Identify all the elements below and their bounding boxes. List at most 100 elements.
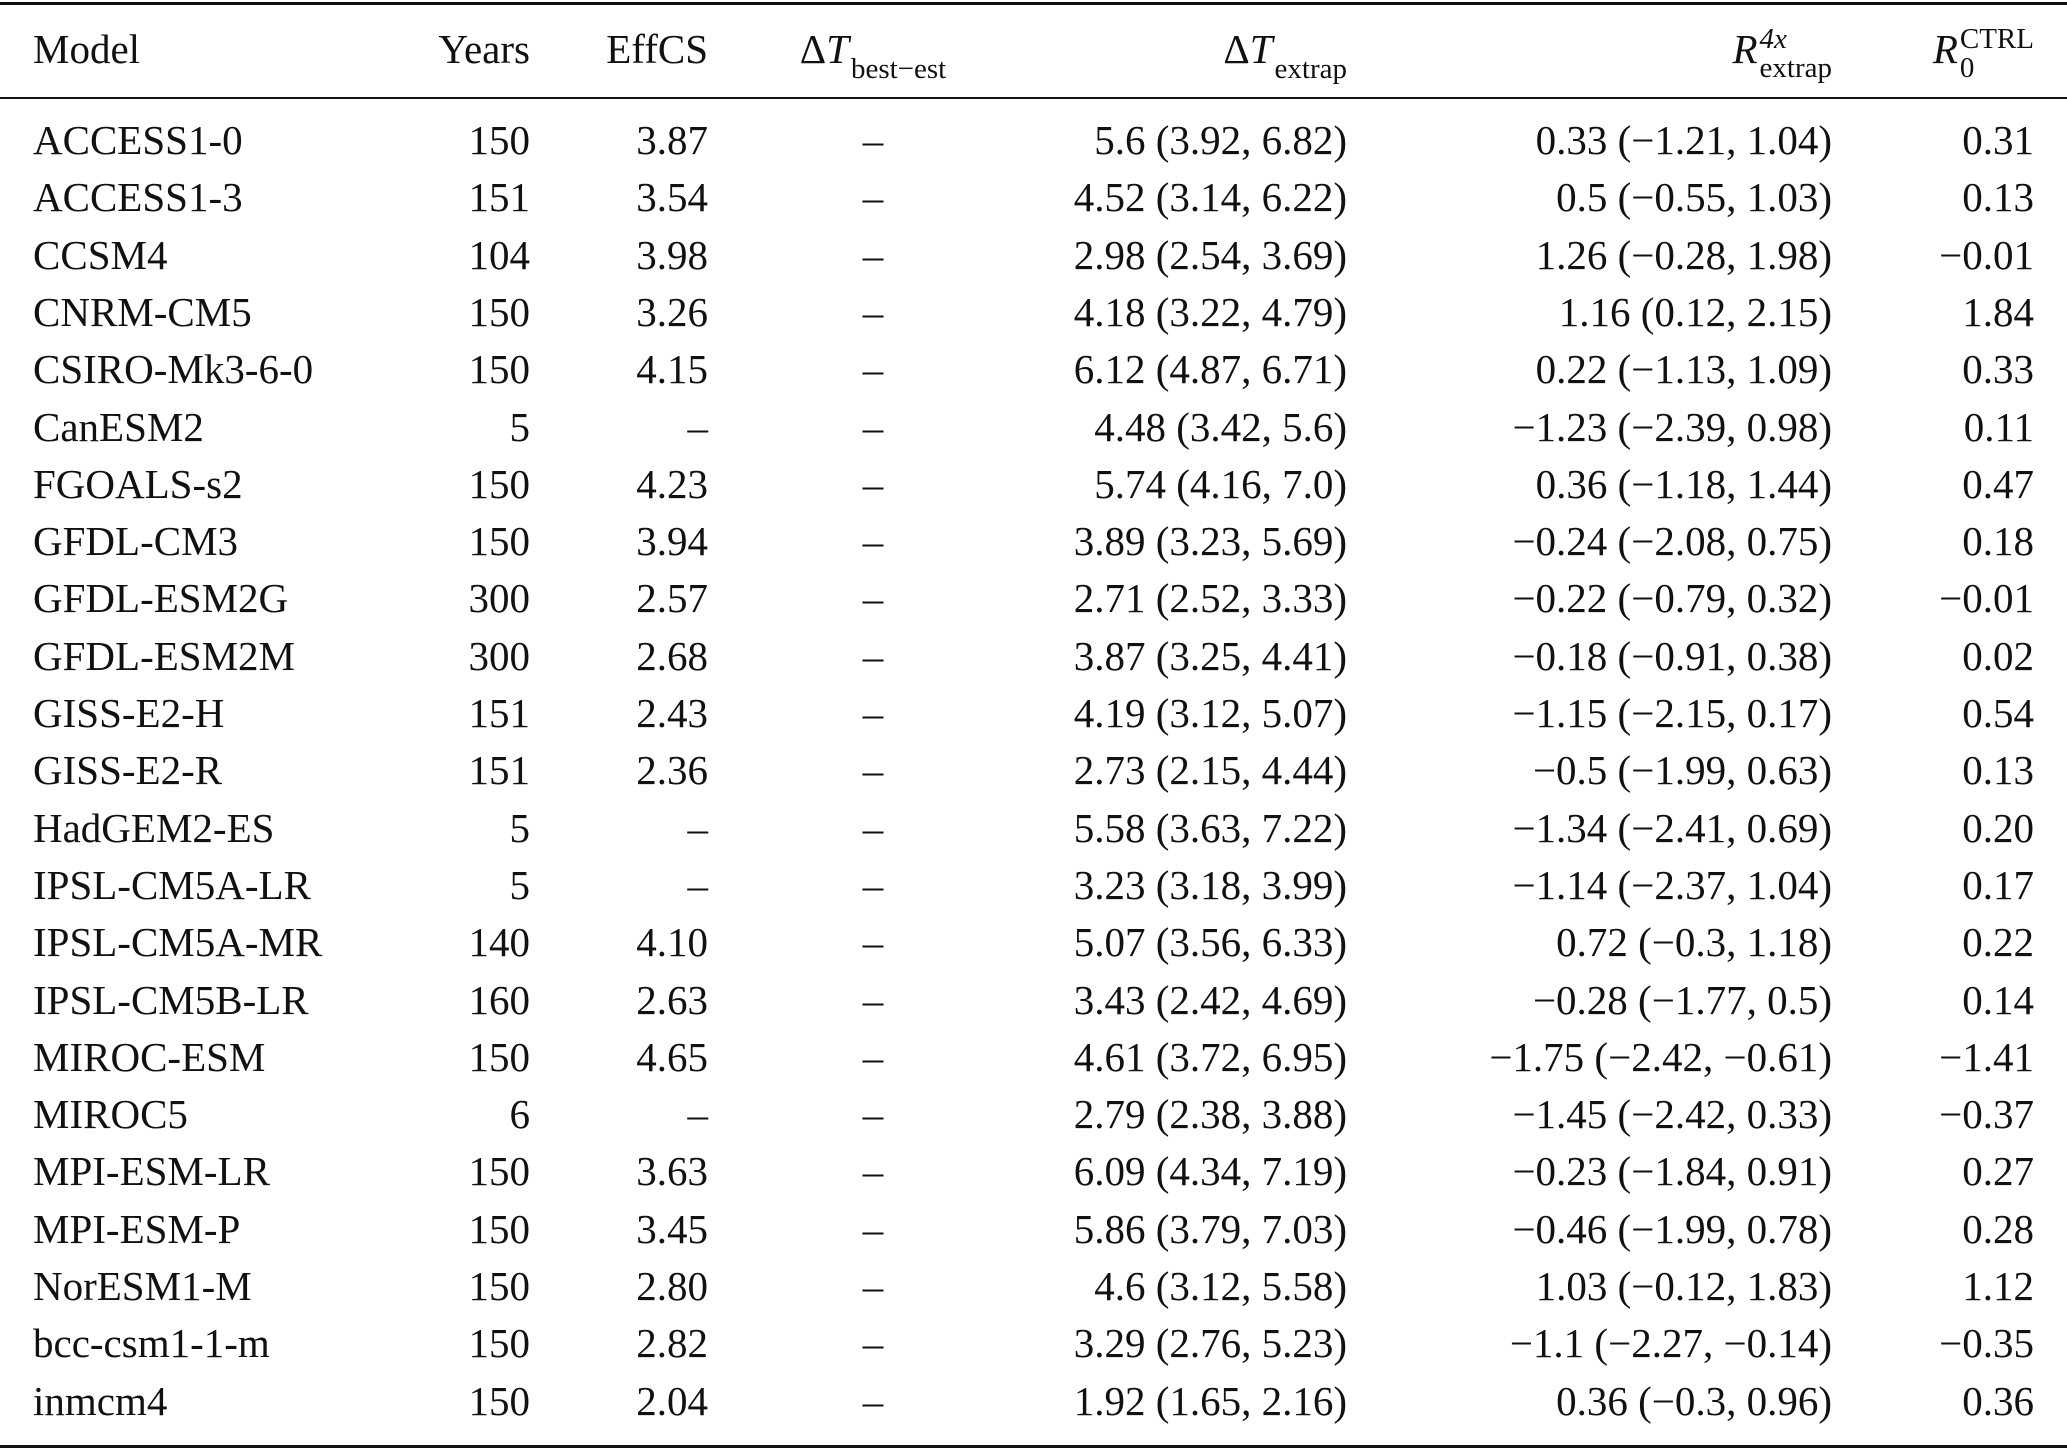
- table-cell: 6.12 (4.87, 6.71): [1073, 346, 1347, 393]
- model-name: bcc-csm1-1-m: [33, 1320, 270, 1367]
- table-cell: 1.92 (1.65, 2.16): [1073, 1377, 1347, 1424]
- table-cell: −1.15 (−2.15, 0.17): [1512, 690, 1832, 736]
- model-name: IPSL-CM5A-LR: [33, 861, 311, 908]
- table-cell: 4.52 (3.14, 6.22): [1073, 174, 1347, 221]
- table-cell: 3.45: [636, 1205, 708, 1252]
- table-cell: −0.37: [1939, 1091, 2034, 1138]
- table-cell: −0.5 (−1.99, 0.63): [1532, 747, 1832, 794]
- table-cell: –: [862, 231, 884, 278]
- table-cell: −0.22 (−0.79, 0.32): [1512, 575, 1832, 622]
- table-cell: –: [862, 1091, 884, 1138]
- header-cell: ΔT extrap: [1223, 24, 1347, 84]
- model-name: GISS-E2-R: [33, 747, 223, 794]
- table-cell: −0.01: [1939, 231, 2034, 278]
- header-symbol: R: [1932, 26, 1958, 72]
- header-cell: Model: [33, 24, 140, 74]
- table-cell: 0.33: [1962, 346, 2034, 393]
- table-cell: 4.15: [636, 346, 708, 393]
- table-cell: 6: [509, 1091, 531, 1138]
- table-cell: –: [862, 174, 884, 221]
- table-cell: 3.29 (2.76, 5.23): [1073, 1320, 1347, 1367]
- table-cell: −1.23 (−2.39, 0.98): [1512, 403, 1832, 450]
- bottom-rule: [0, 1445, 2067, 1448]
- table-cell: –: [687, 1091, 709, 1138]
- table-cell: –: [687, 804, 709, 851]
- script-stack: extrap: [1275, 39, 1347, 84]
- table-cell: –: [687, 403, 709, 450]
- table-cell: 3.89 (3.23, 5.69): [1073, 518, 1347, 565]
- header-prefix: Δ: [1223, 26, 1250, 72]
- table-cell: 4.65: [636, 1033, 708, 1080]
- table-cell: 151: [468, 690, 531, 736]
- table-cell: 0.18: [1962, 518, 2034, 565]
- table-cell: 150: [468, 1377, 531, 1424]
- table-cell: 150: [468, 117, 531, 163]
- table-cell: 0.5 (−0.55, 1.03): [1556, 174, 1832, 221]
- table-cell: 6.09 (4.34, 7.19): [1073, 1148, 1347, 1195]
- subscript: extrap: [1759, 51, 1832, 84]
- table-cell: −0.01: [1939, 575, 2034, 622]
- table-cell: 1.12: [1962, 1263, 2034, 1309]
- model-name: ACCESS1-3: [33, 174, 243, 221]
- table-cell: −0.24 (−2.08, 0.75): [1512, 518, 1832, 565]
- table-cell: 3.87 (3.25, 4.41): [1073, 632, 1347, 679]
- header-cell: EffCS: [606, 24, 708, 74]
- table-cell: 0.27: [1962, 1148, 2034, 1195]
- table-cell: 2.04: [636, 1377, 708, 1424]
- table-cell: –: [687, 861, 709, 908]
- table-cell: 0.31: [1962, 117, 2034, 163]
- table-cell: 2.80: [636, 1263, 708, 1309]
- table-cell: 0.11: [1963, 403, 2034, 450]
- table-cell: 4.19 (3.12, 5.07): [1073, 690, 1347, 736]
- table-cell: 300: [468, 632, 531, 679]
- table-cell: –: [862, 288, 884, 335]
- table-cell: –: [862, 403, 884, 450]
- table-cell: 2.98 (2.54, 3.69): [1073, 231, 1347, 278]
- subscript: extrap: [1274, 53, 1347, 86]
- table-cell: –: [862, 632, 884, 679]
- table-cell: 3.94: [636, 518, 708, 565]
- table-cell: −1.41: [1939, 1033, 2034, 1080]
- model-name: GFDL-ESM2M: [33, 632, 295, 679]
- table-cell: –: [862, 1148, 884, 1195]
- table-cell: –: [862, 804, 884, 851]
- table-cell: 5: [509, 804, 531, 851]
- model-name: CCSM4: [33, 231, 168, 278]
- script-stack: best−est: [851, 39, 946, 84]
- superscript: CTRL: [1959, 22, 2034, 55]
- table-cell: 4.10: [636, 919, 708, 966]
- table-cell: 5: [509, 403, 531, 450]
- model-name: GFDL-ESM2G: [33, 575, 289, 622]
- table-cell: 3.98: [636, 231, 708, 278]
- table-cell: 0.13: [1962, 747, 2034, 794]
- top-rule: [0, 2, 2067, 5]
- table-cell: 3.43 (2.42, 4.69): [1073, 976, 1347, 1023]
- header-symbol: R: [1732, 26, 1758, 72]
- table-cell: −1.1 (−2.27, −0.14): [1509, 1320, 1832, 1367]
- table-cell: 5: [509, 861, 531, 908]
- table-cell: 1.84: [1962, 288, 2034, 335]
- table-cell: 150: [468, 1205, 531, 1252]
- table-cell: 104: [468, 231, 531, 278]
- table-cell: 151: [468, 747, 531, 794]
- header-prefix: Δ: [799, 26, 827, 72]
- table-cell: 2.68: [636, 632, 708, 679]
- table-cell: −0.18 (−0.91, 0.38): [1512, 632, 1832, 679]
- table-cell: 3.63: [636, 1148, 708, 1195]
- table-cell: −0.46 (−1.99, 0.78): [1512, 1205, 1832, 1252]
- table-cell: 4.6 (3.12, 5.58): [1094, 1263, 1347, 1309]
- table-cell: –: [862, 1263, 884, 1309]
- model-name: MIROC5: [33, 1091, 188, 1138]
- table-cell: 150: [468, 460, 531, 507]
- table-cell: 2.73 (2.15, 4.44): [1073, 747, 1347, 794]
- table-cell: −1.45 (−2.42, 0.33): [1512, 1091, 1832, 1138]
- table-cell: –: [862, 861, 884, 908]
- table-cell: 4.23: [636, 460, 708, 507]
- header-cell: R CTRL 0: [1933, 24, 2034, 83]
- header-text: EffCS: [606, 26, 708, 72]
- table-cell: –: [862, 346, 884, 393]
- table-cell: 0.22 (−1.13, 1.09): [1535, 346, 1832, 393]
- table-cell: 150: [468, 1263, 531, 1309]
- model-name: inmcm4: [33, 1377, 168, 1424]
